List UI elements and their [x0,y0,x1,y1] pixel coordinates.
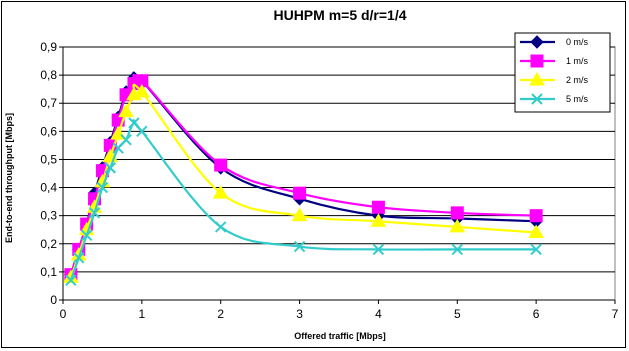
series-line [69,118,537,281]
y-tick-label: 0,8 [40,68,57,82]
y-axis-label: End-to-end throughput [Mbps] [4,113,14,243]
data-point [96,181,109,194]
legend-marker [531,93,543,105]
y-tick-label: 0,7 [40,96,57,110]
x-tick-label: 3 [296,307,303,321]
data-point [449,218,466,233]
data-point [88,207,101,219]
series-group [63,71,545,287]
x-axis-ticks: 0 1 2 3 4 5 6 7 [60,300,619,321]
y-tick-label: 0 [50,293,57,307]
x-tick-label: 6 [533,307,540,321]
y-axis-ticks: 0 0,1 0,2 0,3 0,4 0,5 0,6 0,7 0,8 0,9 [40,40,63,307]
data-point [450,206,464,220]
data-point [104,162,117,174]
data-point [120,134,132,146]
data-point [372,243,385,256]
y-tick-label: 0,3 [40,209,57,223]
data-point [215,221,227,233]
y-tick-label: 0,5 [40,152,57,166]
data-point [65,274,77,287]
data-point [291,207,308,222]
legend: 0 m/s 1 m/s 2 m/s 5 m/s [514,32,611,113]
x-tick-label: 5 [454,307,461,321]
y-tick-label: 0,1 [40,265,57,279]
legend-label: 1 m/s [566,56,589,66]
legend-label: 2 m/s [566,75,589,85]
data-point [212,185,229,199]
data-point [214,158,228,172]
data-point [293,240,306,253]
data-point [118,103,134,118]
data-point [370,213,387,227]
data-point [133,83,150,98]
data-point [528,224,545,239]
legend-box [514,32,611,113]
legend-label: 5 m/s [566,94,589,104]
x-tick-label: 7 [612,307,619,321]
data-point [451,243,463,256]
series-3 [65,117,542,287]
data-point [293,186,307,200]
data-point [529,209,543,223]
y-tick-label: 0,4 [40,181,57,195]
x-axis-label: Offered traffic [Mbps] [294,331,386,341]
y-tick-label: 0,6 [40,124,57,138]
legend-marker [530,35,544,49]
data-point [530,243,542,256]
data-point [136,125,148,138]
y-tick-label: 0,9 [40,40,57,54]
chart-title: HUHPM m=5 d/r=1/4 [273,7,406,23]
legend-marker [530,54,544,68]
x-tick-label: 4 [375,307,382,321]
series-line [69,83,537,278]
data-point [73,252,85,264]
x-tick-label: 2 [217,307,224,321]
x-tick-label: 0 [60,307,67,321]
legend-marker [529,72,545,86]
legend-label: 0 m/s [566,37,589,47]
data-point [371,200,385,214]
y-tick-label: 0,2 [40,237,57,251]
x-tick-label: 1 [139,307,146,321]
data-point [80,229,93,242]
